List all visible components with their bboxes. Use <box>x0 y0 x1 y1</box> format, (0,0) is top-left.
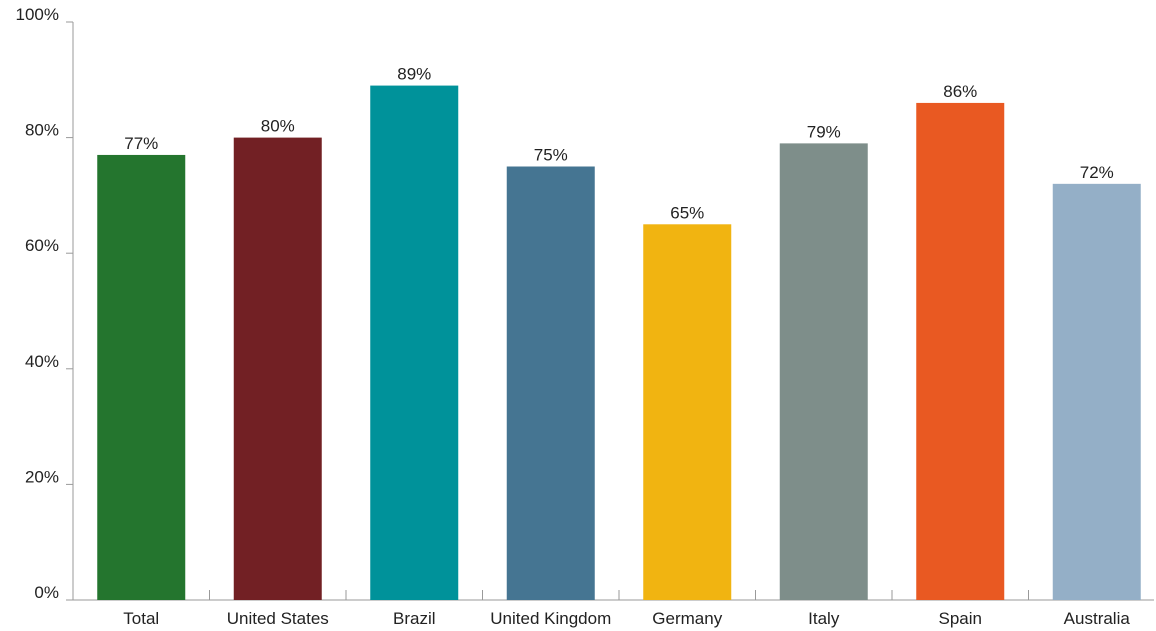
x-axis-ticks <box>209 590 1029 600</box>
bar-australia <box>1052 183 1141 600</box>
value-label: 86% <box>943 82 977 101</box>
bars <box>97 85 1141 601</box>
y-tick-label: 80% <box>25 121 59 140</box>
value-label: 79% <box>807 122 841 141</box>
bar-spain <box>916 102 1005 601</box>
category-label: Brazil <box>393 609 436 628</box>
bar-italy <box>779 143 868 600</box>
value-label: 65% <box>670 203 704 222</box>
y-tick-label: 40% <box>25 352 59 371</box>
bar-united-states <box>233 137 322 600</box>
category-labels: Total United States Brazil United Kingdom Ge… <box>123 609 1130 628</box>
category-label: Italy <box>808 609 840 628</box>
category-label: Germany <box>652 609 722 628</box>
value-label: 75% <box>534 146 568 165</box>
value-labels: 77% 80% 89% 75% 65% 79% 86% 72% <box>124 65 1114 223</box>
category-label: United States <box>227 609 329 628</box>
y-tick-label: 60% <box>25 236 59 255</box>
bar-germany <box>643 224 732 601</box>
bar-brazil <box>370 85 459 600</box>
category-label: United Kingdom <box>490 609 611 628</box>
bar-total <box>97 154 186 600</box>
value-label: 80% <box>261 117 295 136</box>
value-label: 77% <box>124 134 158 153</box>
category-label: Spain <box>939 609 982 628</box>
y-tick-label: 20% <box>25 467 59 486</box>
value-label: 72% <box>1080 163 1114 182</box>
category-label: Australia <box>1064 609 1131 628</box>
value-label: 89% <box>397 65 431 84</box>
y-axis-ticks: 0% 20% 40% 60% 80% 100% <box>16 5 73 602</box>
category-label: Total <box>123 609 159 628</box>
bar-united-kingdom <box>506 166 595 600</box>
y-tick-label: 100% <box>16 5 59 24</box>
y-tick-label: 0% <box>34 583 59 602</box>
